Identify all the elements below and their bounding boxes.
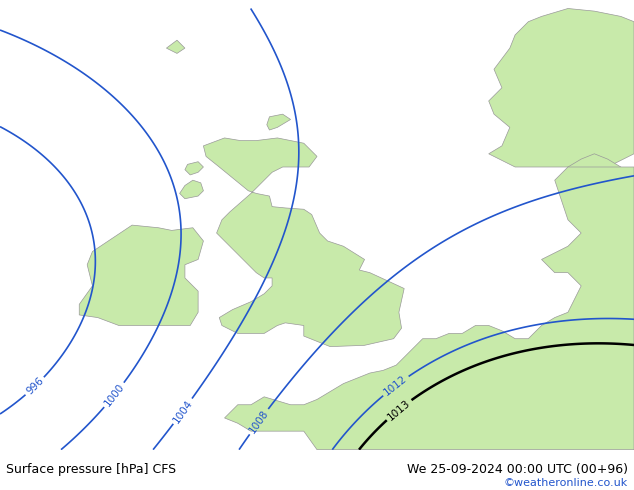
Polygon shape: [204, 138, 404, 346]
Text: 1012: 1012: [382, 374, 409, 398]
Text: We 25-09-2024 00:00 UTC (00+96): We 25-09-2024 00:00 UTC (00+96): [406, 463, 628, 476]
Polygon shape: [568, 154, 634, 225]
Polygon shape: [185, 162, 204, 175]
Text: ©weatheronline.co.uk: ©weatheronline.co.uk: [503, 478, 628, 489]
Text: 1000: 1000: [102, 382, 126, 409]
Polygon shape: [267, 114, 290, 130]
Text: 1004: 1004: [171, 398, 195, 425]
Polygon shape: [166, 40, 185, 53]
Text: 1013: 1013: [385, 397, 412, 422]
Text: 1008: 1008: [247, 408, 271, 435]
Text: Surface pressure [hPa] CFS: Surface pressure [hPa] CFS: [6, 463, 176, 476]
Polygon shape: [179, 180, 204, 199]
Polygon shape: [224, 167, 634, 450]
Polygon shape: [79, 225, 204, 325]
Polygon shape: [489, 8, 634, 167]
Text: 996: 996: [24, 376, 46, 397]
